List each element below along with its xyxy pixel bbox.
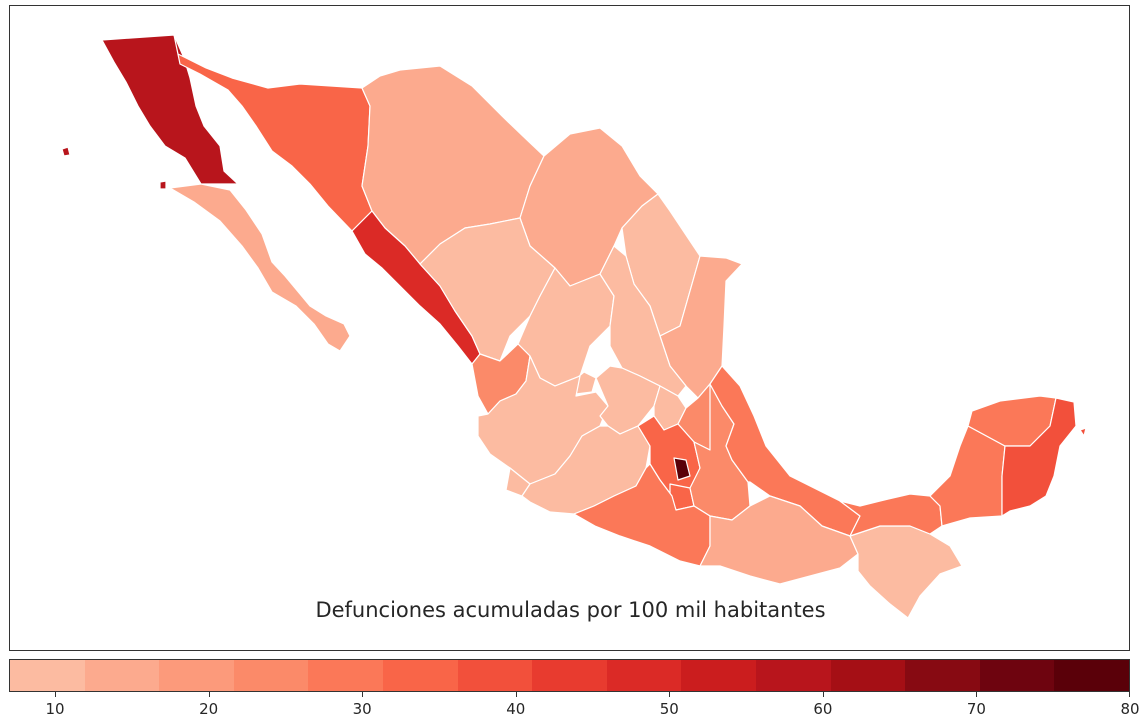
colorbar-tick-mark	[362, 692, 364, 697]
island-guadalupe	[61, 146, 71, 157]
map-axes: Defunciones acumuladas por 100 mil habit…	[9, 5, 1130, 651]
colorbar-tick-mark	[55, 692, 57, 697]
region-guanajuato	[595, 365, 661, 435]
region-michoacan	[521, 425, 651, 515]
region-san-luis-potosi	[599, 245, 687, 397]
colorbar-segment	[233, 660, 309, 691]
colorbar-segment	[84, 660, 160, 691]
region-baja-california-sur	[169, 183, 351, 352]
colorbar-tick-label: 10	[45, 700, 65, 718]
colorbar-segment	[457, 660, 533, 691]
island-cozumel	[1079, 427, 1087, 437]
colorbar-segment	[10, 660, 85, 691]
colorbar-segment	[979, 660, 1055, 691]
colorbar	[9, 659, 1130, 692]
map-title: Defunciones acumuladas por 100 mil habit…	[315, 598, 826, 622]
colorbar-segment	[308, 660, 383, 691]
colorbar-tick-mark	[208, 692, 210, 697]
region-quintana-roo	[1001, 397, 1077, 517]
region-ciudad-de-mexico	[673, 457, 691, 481]
colorbar-segment	[755, 660, 831, 691]
colorbar-tick-label: 30	[352, 700, 372, 718]
colorbar-segment	[905, 660, 980, 691]
colorbar-segment	[382, 660, 458, 691]
colorbar-tick-label: 20	[199, 700, 219, 718]
island-cedros	[159, 180, 167, 190]
colorbar-tick-mark	[515, 692, 517, 697]
region-oaxaca	[699, 495, 859, 585]
colorbar-tick-label: 40	[506, 700, 526, 718]
colorbar-tick-label: 60	[813, 700, 833, 718]
colorbar-tick-mark	[1129, 692, 1130, 697]
colorbar-segment	[681, 660, 756, 691]
colorbar-segment	[159, 660, 234, 691]
colorbar-tick-label: 70	[966, 700, 986, 718]
region-guerrero	[573, 463, 711, 567]
colorbar-tick-mark	[976, 692, 978, 697]
colorbar-ticks: 10 20 30 40 50 60 70 80	[9, 692, 1140, 727]
colorbar-tick-label: 50	[659, 700, 679, 718]
colorbar-segment	[606, 660, 682, 691]
mexico-map	[61, 34, 1087, 619]
region-baja-california	[101, 34, 239, 185]
colorbar-segment	[830, 660, 906, 691]
region-campeche	[929, 425, 1006, 527]
colorbar-segment	[532, 660, 607, 691]
colorbar-tick-label: 80	[1120, 700, 1140, 718]
colorbar-tick-mark	[669, 692, 671, 697]
colorbar-segment	[1054, 660, 1129, 691]
colorbar-tick-mark	[822, 692, 824, 697]
